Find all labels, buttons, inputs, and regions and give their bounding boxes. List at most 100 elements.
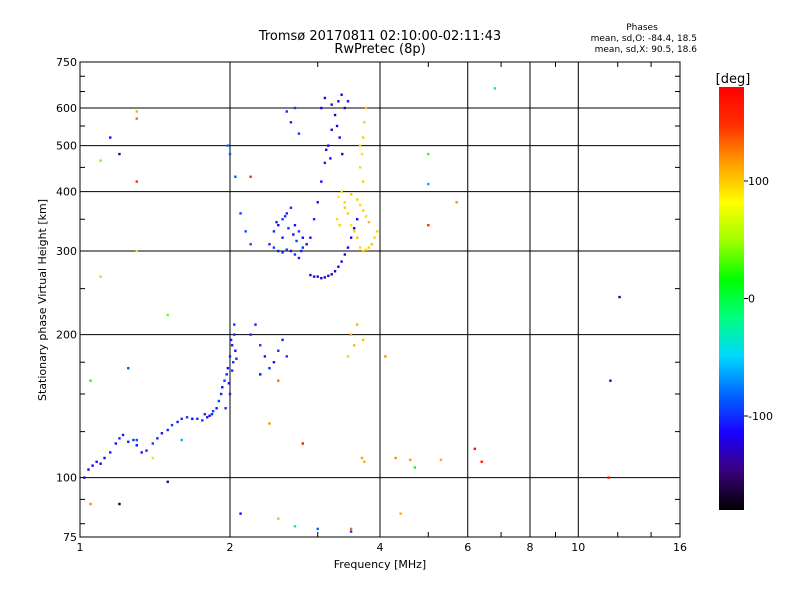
data-point [180, 438, 183, 442]
data-point [337, 100, 340, 103]
data-point [233, 333, 236, 336]
data-point [323, 96, 327, 100]
data-point [338, 136, 341, 139]
data-point [99, 159, 102, 162]
data-point [289, 206, 293, 209]
y-tick-label: 100 [56, 472, 77, 485]
data-point [355, 218, 359, 221]
data-point [151, 442, 155, 445]
data-point [151, 456, 155, 460]
data-point [229, 338, 233, 342]
data-point [361, 249, 365, 253]
data-point [493, 87, 497, 90]
data-point [135, 117, 138, 120]
data-point [234, 175, 237, 178]
data-point [297, 256, 301, 260]
data-point [233, 323, 236, 326]
data-point [287, 227, 290, 230]
data-point [330, 128, 333, 131]
data-point [376, 230, 379, 233]
data-point [259, 344, 262, 347]
data-point [340, 260, 343, 263]
data-point [289, 249, 293, 253]
data-point [327, 144, 330, 147]
data-point [268, 366, 271, 370]
data-point [285, 248, 288, 251]
data-point [281, 218, 284, 221]
data-point [349, 333, 353, 336]
data-point [301, 236, 305, 239]
data-point [114, 442, 118, 445]
data-point [358, 144, 362, 147]
data-point [455, 201, 458, 204]
data-point [228, 392, 232, 396]
data-point [196, 417, 199, 421]
data-point [413, 466, 417, 469]
data-point [180, 417, 183, 421]
data-point [361, 180, 365, 183]
data-point [235, 357, 238, 360]
data-point [118, 152, 121, 156]
data-point [249, 333, 252, 336]
data-point [230, 369, 234, 372]
data-point [480, 460, 483, 463]
data-point [109, 451, 112, 454]
data-point [225, 373, 228, 376]
data-point [609, 379, 612, 382]
data-point [293, 224, 297, 227]
data-point [346, 100, 350, 103]
data-point [316, 201, 319, 204]
data-point [224, 407, 227, 410]
data-point [285, 212, 288, 215]
data-point [340, 93, 343, 96]
data-point [99, 462, 102, 465]
data-point [293, 525, 297, 528]
colorbar-label: [deg] [716, 72, 751, 87]
data-point [263, 355, 267, 358]
data-point [272, 246, 276, 249]
data-point [338, 224, 341, 227]
data-point [358, 203, 362, 207]
data-point [363, 460, 366, 463]
x-tick-label: 6 [464, 541, 471, 554]
data-point [87, 468, 90, 471]
data-point [312, 275, 316, 278]
data-point [281, 236, 284, 239]
data-point [335, 218, 339, 221]
data-point [109, 136, 112, 139]
data-point [277, 224, 280, 227]
data-point [352, 344, 356, 347]
data-point [289, 121, 293, 124]
data-point [320, 276, 323, 280]
colorbar-tick-label: 100 [748, 175, 769, 188]
x-tick-label: 2 [227, 541, 234, 554]
data-point [89, 502, 92, 506]
phases-o-stats: mean, sd,O: -84.4, 18.5 [591, 34, 697, 44]
data-point [394, 456, 397, 460]
x-tick-label: 4 [377, 541, 384, 554]
colorbar-ticks: -100 0 100 [744, 175, 773, 423]
data-point [89, 379, 92, 382]
data-point [340, 190, 343, 193]
data-point [83, 476, 86, 479]
data-point [361, 338, 365, 342]
data-point [272, 361, 276, 364]
data-point [210, 413, 214, 416]
data-point [295, 239, 298, 243]
data-point [364, 106, 368, 110]
data-point [226, 366, 230, 370]
data-point [170, 423, 174, 427]
plot-area: 1 2 4 6 8 10 16 75 100 200 300 400 500 600 750 [56, 56, 687, 554]
data-point [349, 527, 353, 531]
chart-subtitle: RwPretec (8p) [334, 42, 425, 57]
data-point [281, 338, 284, 342]
data-point [327, 274, 330, 278]
data-point [297, 230, 301, 233]
data-point [285, 110, 288, 113]
data-point [349, 224, 353, 227]
data-point [367, 220, 371, 224]
data-point [160, 432, 164, 435]
data-point [275, 220, 278, 224]
data-point [277, 379, 280, 382]
